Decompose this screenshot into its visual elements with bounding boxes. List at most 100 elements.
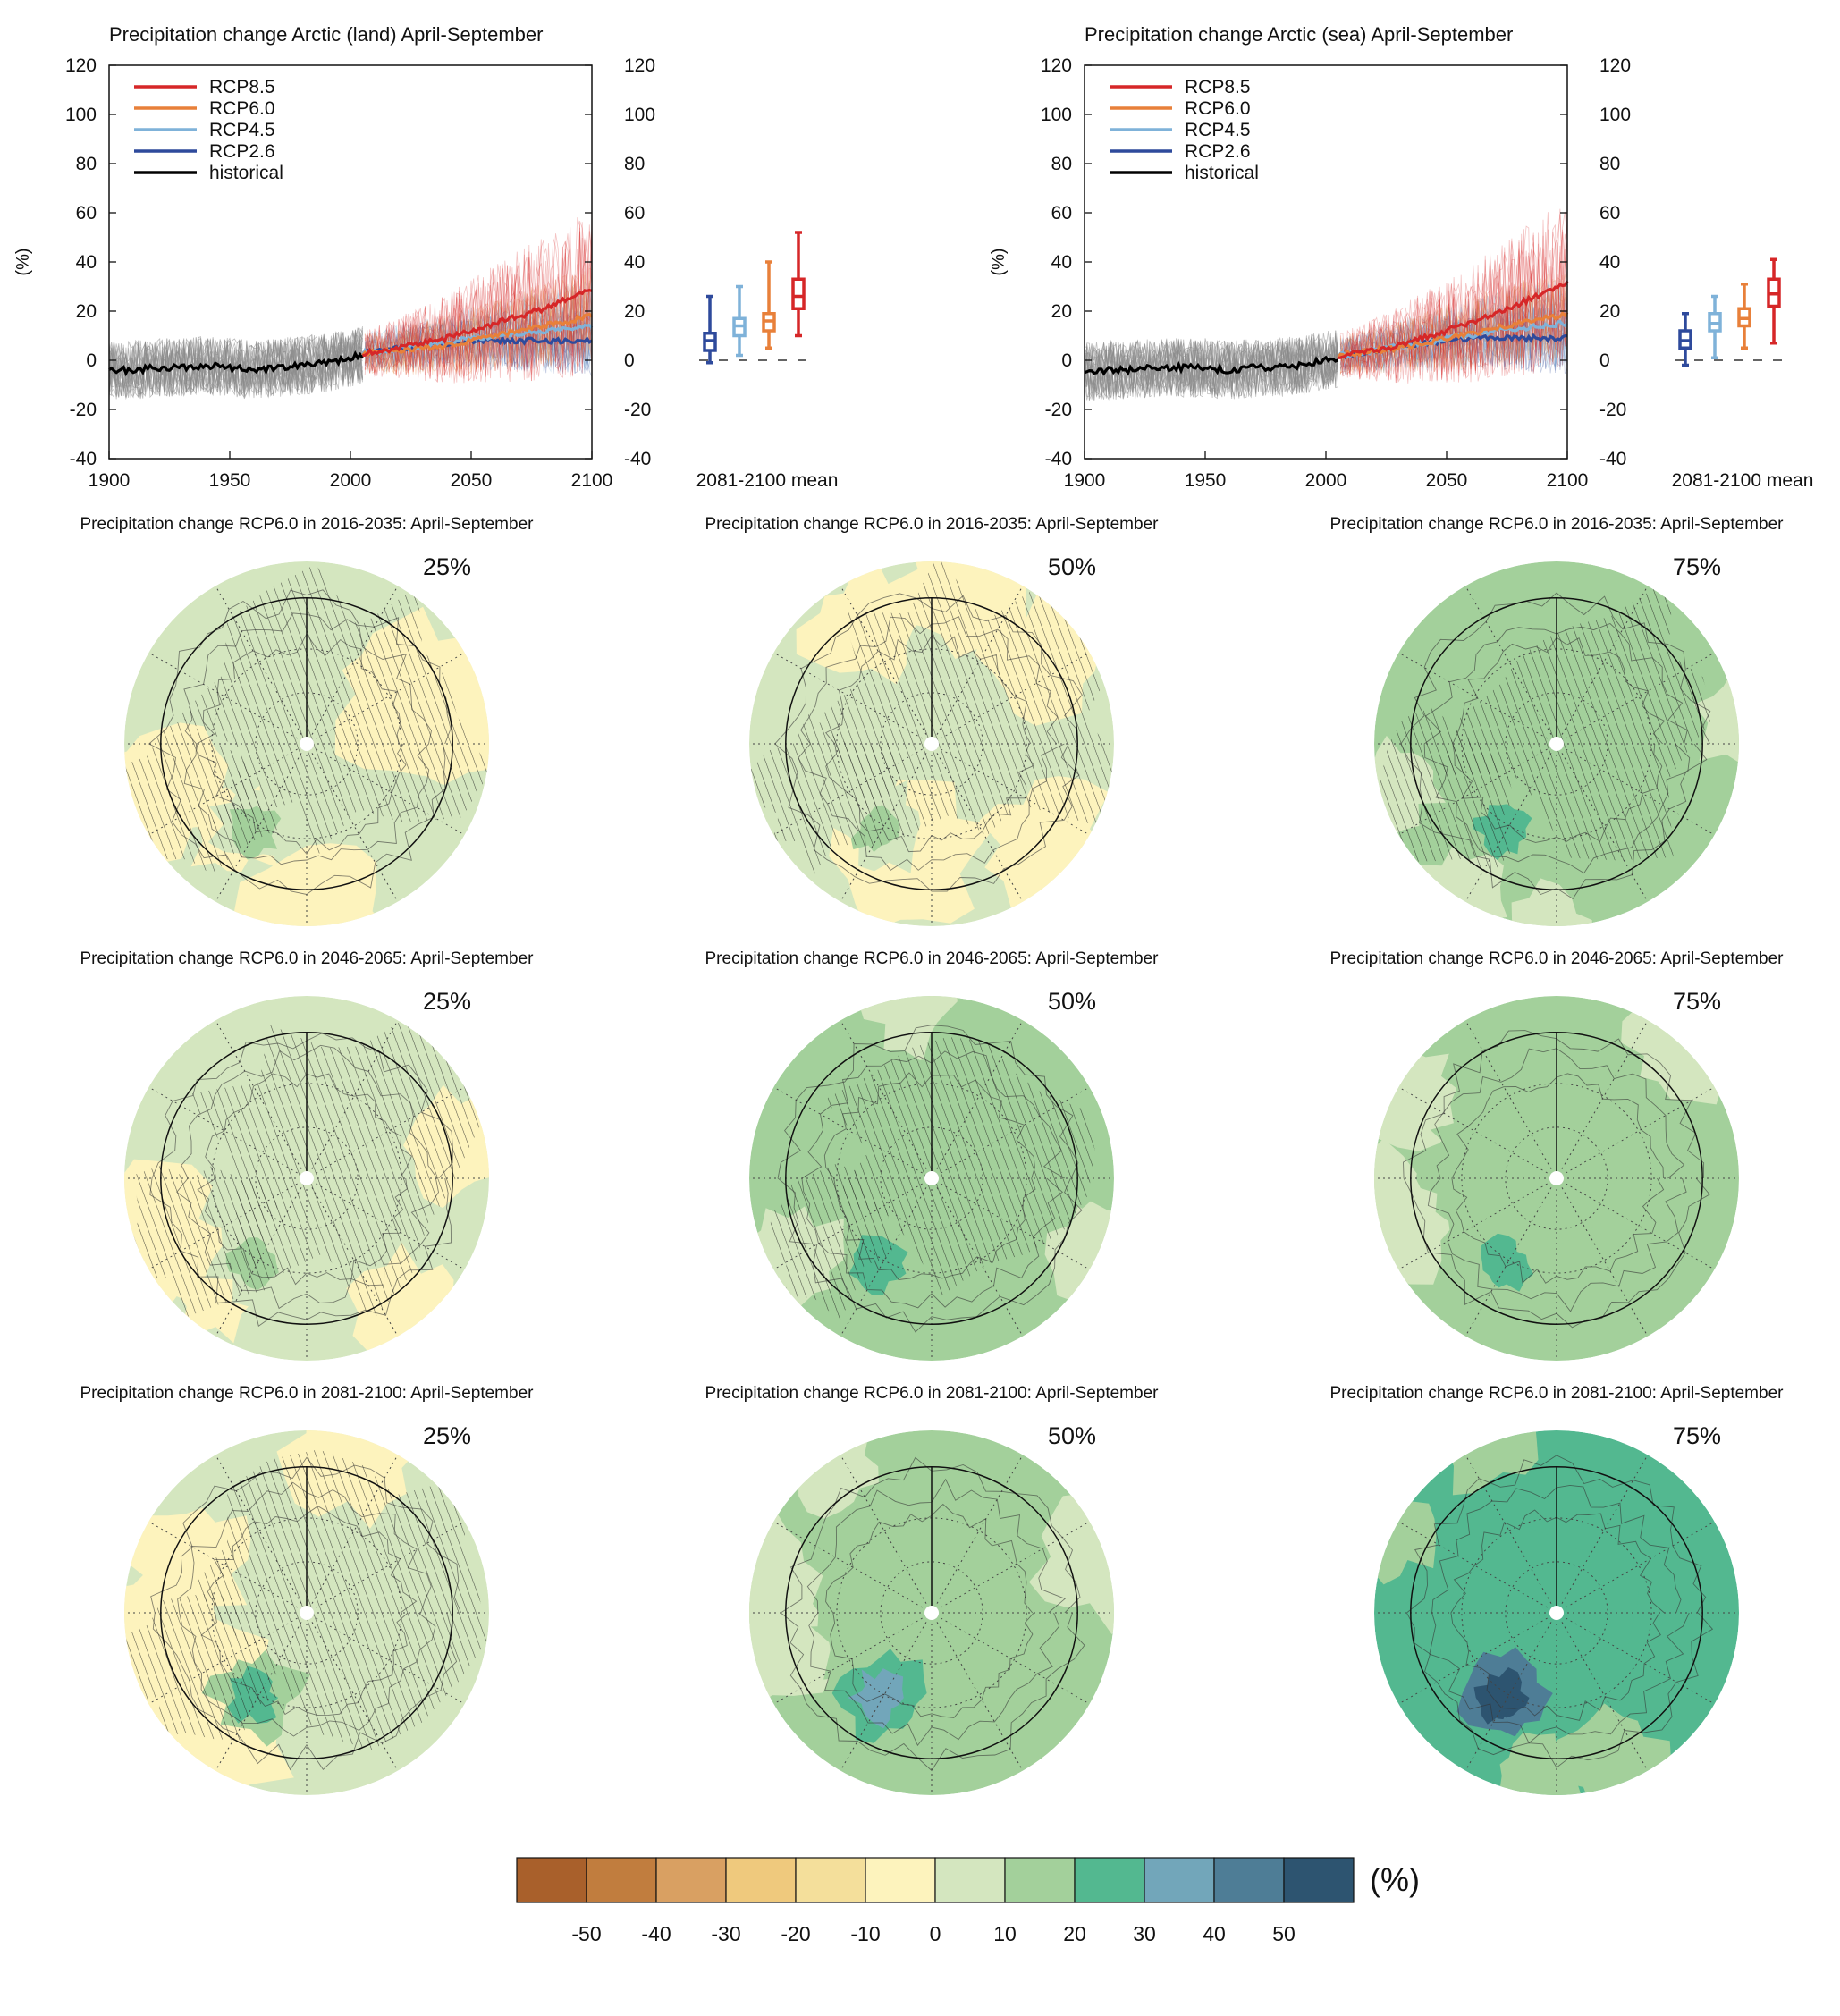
- meridian-dotted: [148, 1521, 308, 1614]
- map-percentile-label: 25%: [423, 1422, 471, 1449]
- latitude-circle-dotted: [1505, 1561, 1608, 1665]
- map-field: [749, 1430, 1114, 1795]
- meridian-dotted: [1464, 1455, 1557, 1614]
- north-pole-marker: [924, 1606, 939, 1620]
- colorbar-tick-label: 50: [1272, 1922, 1296, 1945]
- meridian-dotted: [1398, 1177, 1557, 1270]
- lower-change-region: [854, 996, 960, 1062]
- colorbar-tick-label: 40: [1203, 1922, 1226, 1945]
- latitude-circle-dotted: [1505, 1126, 1608, 1230]
- meridian-dotted: [215, 1020, 308, 1179]
- y-tick-label-right: 80: [624, 154, 645, 174]
- meridian-dotted: [931, 743, 1090, 836]
- non-significance-hatching: [124, 1592, 281, 1741]
- north-pole-marker: [300, 737, 314, 751]
- legend-label: RCP2.6: [209, 141, 275, 162]
- meridian-dotted: [306, 743, 465, 836]
- lower-change-region: [1374, 1138, 1431, 1279]
- map-panel-title: Precipitation change RCP6.0 in 2081-2100…: [1330, 1384, 1785, 1403]
- north-pole-marker: [1549, 1606, 1564, 1620]
- y-tick-label-right: 120: [624, 55, 655, 76]
- coastline: [150, 1456, 462, 1771]
- coastline: [1405, 1455, 1714, 1768]
- polar-map-panel: Precipitation change RCP6.0 in 2081-2100…: [1330, 1384, 1785, 1795]
- y-tick-label: 40: [1051, 252, 1072, 273]
- latitude-circle-dotted: [880, 1126, 983, 1230]
- scenario-member-line: [365, 221, 593, 382]
- y-tick-label-right: 100: [624, 105, 655, 125]
- meridian-dotted: [773, 743, 933, 836]
- historical-member-line: [108, 331, 363, 400]
- meridian-dotted: [1464, 586, 1557, 745]
- y-axis-label: (%): [13, 248, 33, 275]
- y-tick-label: 100: [1041, 105, 1072, 125]
- x-tick-label: 2050: [451, 470, 493, 491]
- y-tick-label-right: 100: [1599, 105, 1631, 125]
- y-tick-label-right: 80: [1599, 154, 1620, 174]
- negative-change-region: [234, 843, 395, 926]
- chart-title: Precipitation change Arctic (land) April…: [109, 23, 543, 46]
- scenario-member-line: [364, 285, 593, 375]
- map-percentile-label: 75%: [1673, 1422, 1721, 1449]
- meridian-dotted: [1556, 743, 1649, 902]
- meridian-dotted: [1398, 743, 1557, 836]
- map-percentile-label: 50%: [1048, 1422, 1096, 1449]
- meridian-dotted: [773, 1612, 933, 1705]
- scenario-member-line: [1339, 225, 1568, 383]
- y-tick-label-right: -40: [1599, 449, 1626, 469]
- meridian-dotted: [306, 1086, 465, 1179]
- meridian-dotted: [931, 743, 1024, 902]
- y-tick-label-right: 20: [1599, 301, 1620, 322]
- coastline: [823, 1072, 1036, 1280]
- legend-label: RCP6.0: [209, 98, 275, 119]
- colorbar-tick-label: 30: [1133, 1922, 1156, 1945]
- non-significance-hatching: [124, 718, 283, 875]
- arctic-circle: [785, 597, 1078, 890]
- meridian-dotted: [1556, 1177, 1715, 1270]
- meridian-dotted: [773, 652, 933, 745]
- meridian-dotted: [1464, 1612, 1557, 1771]
- meridian-dotted: [148, 652, 308, 745]
- colorbar-swatch: [934, 1857, 1006, 1903]
- meridian-dotted: [306, 743, 399, 902]
- y-tick-label-right: 40: [1599, 252, 1620, 273]
- map-panel-title: Precipitation change RCP6.0 in 2081-2100…: [705, 1384, 1160, 1403]
- colorbar-tick-label: -10: [850, 1922, 880, 1945]
- y-tick-label: 120: [65, 55, 97, 76]
- scenario-member-line: [1339, 212, 1568, 384]
- x-tick-label: 1950: [1185, 470, 1227, 491]
- north-pole-marker: [924, 737, 939, 751]
- meridian-dotted: [931, 1086, 1090, 1179]
- y-tick-label-right: 40: [624, 252, 645, 273]
- north-pole-marker: [1549, 737, 1564, 751]
- meridian-dotted: [1398, 1521, 1557, 1614]
- meridian-dotted: [1556, 1455, 1649, 1614]
- legend-label: RCP4.5: [209, 120, 275, 140]
- meridian-dotted: [840, 1020, 933, 1179]
- colorbar-tick-label: 20: [1063, 1922, 1086, 1945]
- legend-label: RCP4.5: [1185, 120, 1251, 140]
- arctic-circle: [160, 1032, 453, 1325]
- map-panel-title: Precipitation change RCP6.0 in 2081-2100…: [80, 1384, 535, 1403]
- colorbar-swatch: [1144, 1857, 1215, 1903]
- scenario-member-line: [364, 267, 593, 375]
- coastline: [780, 1456, 1085, 1772]
- y-tick-label: 0: [86, 350, 97, 371]
- meridian-dotted: [1556, 743, 1715, 836]
- x-tick-label: 1950: [209, 470, 251, 491]
- coastline: [825, 1503, 1034, 1718]
- meridian-dotted: [1556, 1612, 1649, 1771]
- coastline: [196, 633, 407, 856]
- y-tick-label-right: 0: [1599, 350, 1610, 371]
- y-tick-label-right: -20: [1599, 400, 1626, 420]
- latitude-circle-dotted: [255, 1561, 359, 1665]
- coastline: [1403, 1030, 1710, 1329]
- meridian-dotted: [773, 1177, 933, 1270]
- map-field: [124, 1430, 489, 1795]
- coastline: [197, 1073, 412, 1286]
- scenario-member-line: [1339, 304, 1568, 372]
- arctic-circle: [785, 1032, 1078, 1325]
- coastline: [1452, 637, 1666, 843]
- meridian-dotted: [306, 1020, 399, 1179]
